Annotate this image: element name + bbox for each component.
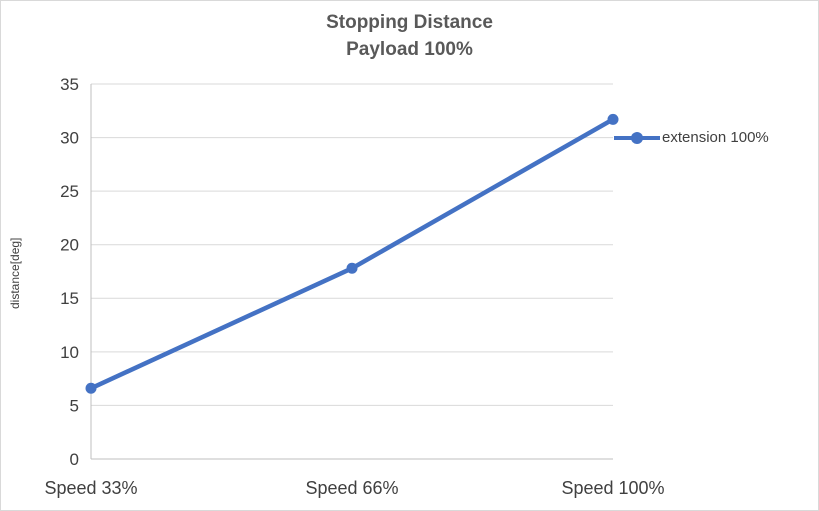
y-tick-label: 5 bbox=[70, 396, 79, 415]
legend: extension 100% bbox=[614, 129, 769, 146]
legend-series-label: extension 100% bbox=[662, 129, 769, 146]
y-tick-label: 0 bbox=[70, 450, 79, 469]
y-tick-label: 35 bbox=[60, 75, 79, 94]
y-tick-label: 15 bbox=[60, 289, 79, 308]
y-tick-label: 30 bbox=[60, 129, 79, 148]
data-point bbox=[607, 113, 619, 125]
y-tick-label: 20 bbox=[60, 236, 79, 255]
x-category-label: Speed 100% bbox=[561, 478, 664, 498]
y-tick-label: 10 bbox=[60, 343, 79, 362]
y-tick-label: 25 bbox=[60, 182, 79, 201]
legend-series-key bbox=[614, 131, 660, 144]
series-line bbox=[88, 117, 616, 391]
chart-title-line1: Stopping Distance bbox=[326, 12, 493, 33]
y-axis-title: distance[deg] bbox=[8, 237, 22, 310]
legend-marker-icon bbox=[631, 131, 643, 144]
data-point bbox=[346, 262, 358, 274]
chart-title: Stopping Distance Payload 100% bbox=[1, 9, 818, 63]
data-point bbox=[85, 382, 97, 394]
x-category-label: Speed 33% bbox=[44, 478, 137, 498]
x-category-label: Speed 66% bbox=[305, 478, 398, 498]
chart-title-line2: Payload 100% bbox=[346, 39, 473, 60]
